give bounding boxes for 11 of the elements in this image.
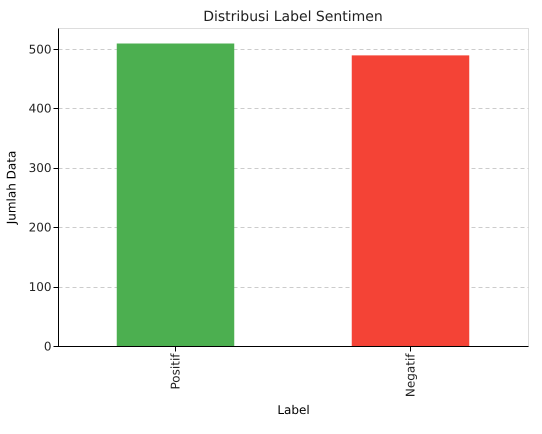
x-axis-title: Label xyxy=(277,403,310,418)
y-tick-label: 500 xyxy=(28,42,52,56)
y-tick-label: 300 xyxy=(28,161,52,176)
chart-title: Distribusi Label Sentimen xyxy=(203,9,383,25)
x-tick-label: Positif xyxy=(168,352,182,390)
y-tick-label: 100 xyxy=(28,280,52,294)
x-tick-label: Negatif xyxy=(404,352,418,398)
y-tick-label: 0 xyxy=(44,340,52,354)
y-axis-title: Jumlah Data xyxy=(4,150,19,226)
y-tick-label: 200 xyxy=(28,220,52,235)
y-tick-label: 400 xyxy=(28,102,52,116)
